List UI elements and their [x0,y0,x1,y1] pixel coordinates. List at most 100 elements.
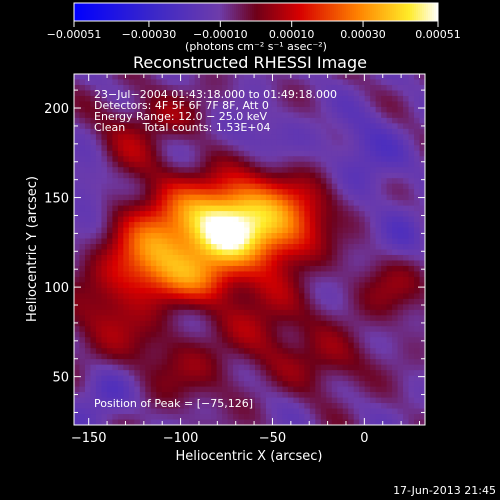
image-pixel [101,194,108,201]
image-pixel [337,419,344,425]
colorbar-swatch [202,3,205,21]
image-pixel [320,265,327,273]
image-pixel [161,238,168,245]
image-pixel [276,233,283,240]
image-pixel [320,287,327,294]
image-pixel [134,233,141,240]
image-pixel [106,403,113,410]
image-pixel [254,128,262,135]
image-pixel [227,414,234,421]
image-pixel [112,260,119,267]
image-pixel [331,172,338,179]
image-pixel [200,397,207,404]
image-pixel [298,106,305,113]
image-pixel [337,392,344,399]
image-pixel [172,364,179,371]
image-pixel [298,309,305,316]
image-pixel [381,359,388,366]
image-pixel [84,276,92,283]
image-pixel [249,392,256,399]
image-pixel [211,74,218,81]
image-pixel [309,200,316,207]
image-pixel [364,364,371,371]
image-pixel [309,359,316,366]
image-pixel [183,249,190,256]
image-pixel [309,364,316,371]
image-pixel [381,348,388,355]
image-pixel [298,254,305,262]
image-pixel [145,178,152,185]
image-pixel [419,233,425,240]
image-pixel [167,408,174,415]
image-pixel [84,216,92,223]
colorbar-swatch [346,3,349,21]
image-pixel [189,244,196,251]
image-pixel [244,254,251,262]
image-pixel [238,304,245,311]
image-pixel [194,128,201,135]
image-pixel [419,326,425,333]
image-pixel [265,178,273,185]
image-pixel [227,392,234,399]
image-pixel [287,271,294,278]
image-pixel [359,386,366,393]
image-pixel [194,117,201,124]
image-pixel [167,194,174,201]
image-pixel [150,200,157,207]
image-pixel [117,150,124,157]
image-pixel [128,84,135,92]
image-pixel [106,315,113,322]
image-pixel [167,84,174,92]
image-pixel [320,298,327,305]
image-pixel [381,117,388,124]
image-pixel [315,90,322,97]
timestamp: 17-Jun-2013 21:45 [393,484,496,497]
image-pixel [112,309,119,316]
image-pixel [84,139,92,146]
image-pixel [84,244,92,251]
image-pixel [123,145,130,152]
image-pixel [326,194,333,201]
image-pixel [403,282,410,289]
image-pixel [342,381,349,388]
image-pixel [370,315,377,322]
image-pixel [189,298,196,305]
image-pixel [342,309,349,316]
image-pixel [79,172,86,179]
image-pixel [309,222,316,229]
image-pixel [282,408,289,415]
image-pixel [370,101,377,108]
image-pixel [233,375,240,382]
image-pixel [167,353,174,360]
image-pixel [342,211,349,218]
image-pixel [370,408,377,415]
image-pixel [156,189,163,196]
image-pixel [342,233,349,240]
image-pixel [145,331,152,338]
image-pixel [244,117,251,124]
image-pixel [211,205,218,212]
image-pixel [414,90,421,97]
image-pixel [408,331,415,338]
image-pixel [238,205,245,212]
image-pixel [260,117,267,124]
image-pixel [353,244,360,251]
image-pixel [326,375,333,382]
image-pixel [150,381,157,388]
image-pixel [90,353,97,360]
image-pixel [298,265,305,273]
image-pixel [419,172,425,179]
image-pixel [161,326,168,333]
image-pixel [271,282,278,289]
image-pixel [167,161,174,168]
image-pixel [408,216,415,223]
image-pixel [320,326,327,333]
image-pixel [216,403,223,410]
image-pixel [386,403,393,410]
image-pixel [84,238,92,245]
image-pixel [172,309,179,316]
image-pixel [353,189,360,196]
image-pixel [134,161,141,168]
colorbar-swatch [418,3,421,21]
image-pixel [381,178,388,185]
